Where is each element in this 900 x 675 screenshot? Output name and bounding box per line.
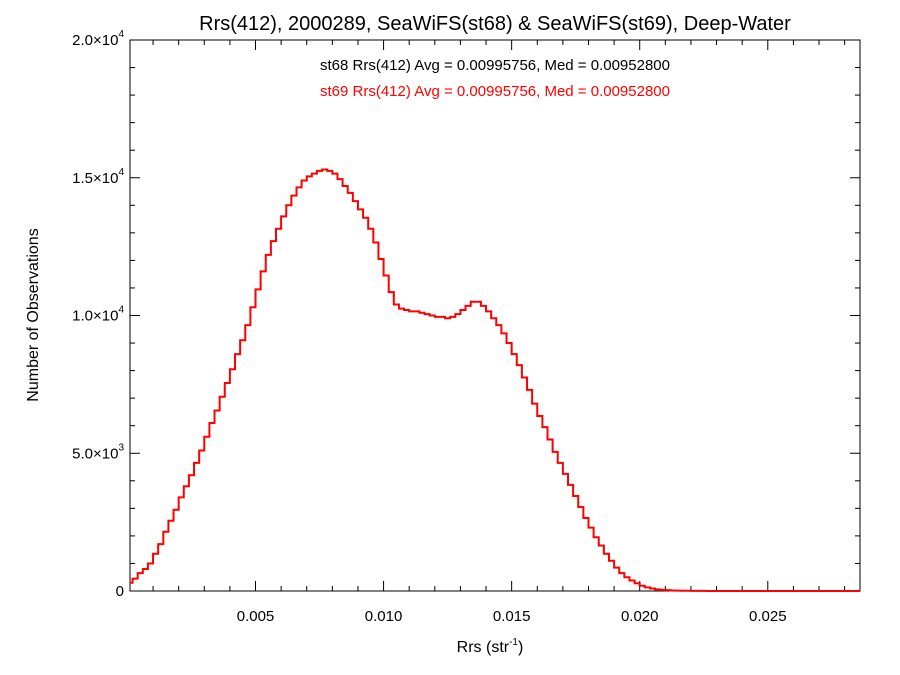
annotation-st69: st69 Rrs(412) Avg = 0.00995756, Med = 0.… [320, 83, 670, 100]
y-tick-label: 2.0×104 [72, 29, 124, 49]
x-tick-label: 0.010 [365, 608, 403, 625]
y-axis-label: Number of Observations [25, 228, 42, 401]
plot-frame [129, 39, 861, 592]
x-axis-label: Rrs (str-1) [457, 637, 524, 656]
y-tick-label: 1.0×104 [72, 305, 124, 325]
x-axis-label-main: Rrs (str [457, 639, 510, 656]
series-line-0 [130, 168, 860, 592]
y-tick-label: 5.0×103 [72, 442, 124, 462]
y-tick-mantissa: 5.0×10 [72, 445, 118, 462]
y-tick-mantissa: 1.5×10 [72, 170, 118, 187]
x-axis-label-sup: -1 [509, 637, 518, 648]
y-tick-label: 1.5×104 [72, 167, 124, 187]
y-tick-label: 0 [116, 583, 124, 600]
x-tick-label: 0.025 [749, 608, 787, 625]
x-axis-label-tail: ) [518, 639, 523, 656]
chart-title: Rrs(412), 2000289, SeaWiFS(st68) & SeaWi… [199, 13, 791, 35]
y-tick-exponent: 4 [118, 167, 124, 178]
x-tick-label: 0.020 [621, 608, 659, 625]
y-tick-mantissa: 0 [116, 583, 124, 600]
x-tick-label: 0.005 [237, 608, 275, 625]
y-tick-mantissa: 2.0×10 [72, 32, 118, 49]
y-tick-exponent: 4 [118, 305, 124, 316]
plot-area: 0.005 0.010 0.015 0.020 0.02505.0×1031.0×104… [72, 29, 861, 625]
y-tick-exponent: 3 [118, 442, 124, 453]
y-tick-mantissa: 1.0×10 [72, 308, 118, 325]
y-tick-exponent: 4 [118, 29, 124, 40]
annotation-st68: st68 Rrs(412) Avg = 0.00995756, Med = 0.… [320, 57, 670, 74]
x-tick-label: 0.015 [493, 608, 531, 625]
